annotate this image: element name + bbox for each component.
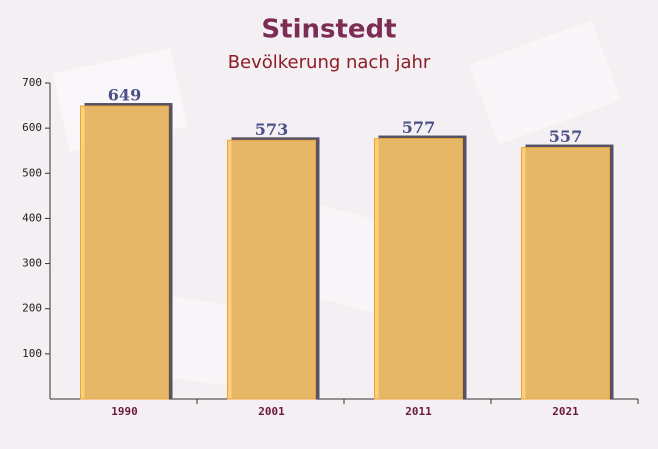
bg-envelope bbox=[469, 20, 621, 145]
x-tick-label: 2011 bbox=[405, 405, 432, 418]
value-label: 577 bbox=[402, 118, 435, 137]
y-tick-label: 400 bbox=[22, 211, 42, 224]
y-tick-label: 100 bbox=[22, 347, 42, 360]
value-label: 557 bbox=[549, 127, 582, 146]
chart-title: Stinstedt bbox=[261, 15, 396, 45]
y-tick-label: 600 bbox=[22, 121, 42, 134]
y-tick-label: 500 bbox=[22, 166, 42, 179]
value-label: 649 bbox=[108, 86, 141, 105]
chart-subtitle: Bevölkerung nach jahr bbox=[228, 52, 431, 73]
y-tick-label: 200 bbox=[22, 302, 42, 315]
bar bbox=[227, 139, 316, 400]
y-tick-label: 300 bbox=[22, 257, 42, 270]
bar bbox=[374, 138, 463, 400]
value-label: 573 bbox=[255, 120, 288, 139]
x-tick-label: 1990 bbox=[111, 405, 138, 418]
y-tick-label: 700 bbox=[22, 76, 42, 89]
x-tick-label: 2001 bbox=[258, 405, 285, 418]
x-tick-label: 2021 bbox=[552, 405, 579, 418]
bar bbox=[521, 147, 610, 400]
bar bbox=[80, 105, 169, 400]
